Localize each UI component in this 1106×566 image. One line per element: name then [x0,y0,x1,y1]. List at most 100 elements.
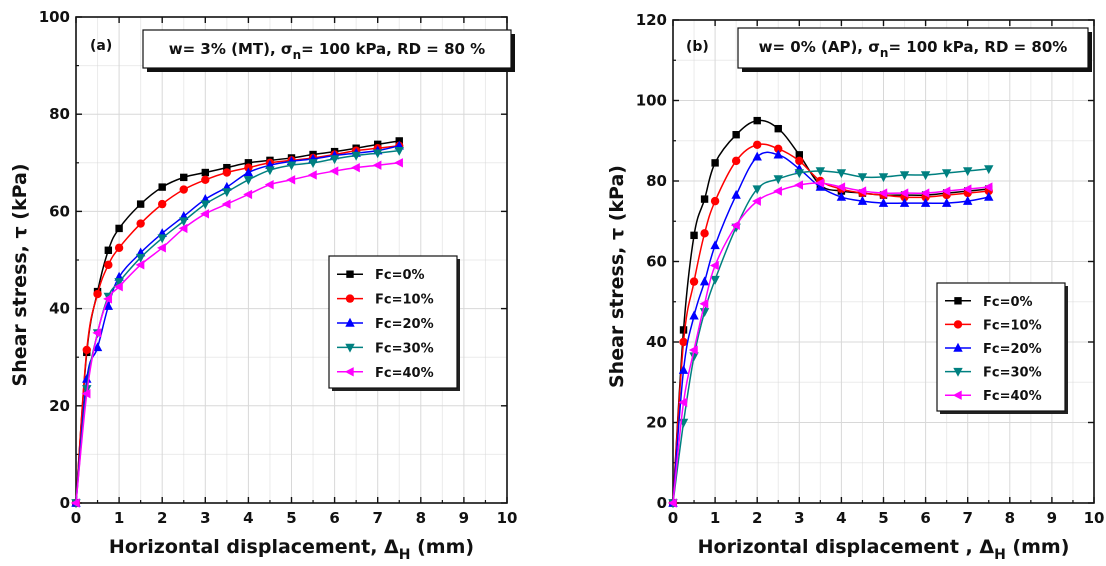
y-tick-label: 0 [60,494,70,512]
x-axis-label-sub: H [399,547,411,563]
x-tick-label: 8 [416,509,426,527]
y-tick-label: 80 [646,172,667,190]
x-tick-label: 0 [668,509,678,527]
condition-suffix: = 100 kPa, RD = 80% [888,38,1067,56]
x-tick-label: 3 [200,509,210,527]
legend-marker [952,390,962,400]
data-point [135,260,145,270]
data-point [857,186,867,196]
data-point [878,173,889,183]
x-axis-label: Horizontal displacement , ΔH (mm) [698,536,1070,563]
data-point [795,156,804,166]
condition-sub: n [880,46,889,60]
data-point [731,156,741,166]
data-point [114,243,124,253]
legend-label: Fc=20% [375,317,434,332]
legend-marker [345,317,355,327]
data-point [920,197,931,207]
data-point [679,326,688,334]
y-tick-label: 60 [49,202,70,220]
data-point [180,173,188,182]
data-point [700,195,709,203]
data-point [710,275,720,285]
data-point [244,159,253,167]
x-tick-label: 3 [794,509,804,527]
x-tick-label: 8 [1005,509,1015,527]
data-point [794,180,803,190]
data-point [135,253,146,263]
data-point [679,337,688,347]
legend-marker [954,297,962,305]
legend-marker [346,270,354,278]
data-point [857,195,868,205]
data-point [179,185,188,194]
x-tick-label: 9 [459,509,469,527]
data-point [373,149,383,159]
y-tick-label: 20 [646,414,667,432]
data-point [115,224,123,233]
series-Fc=40% [70,158,403,508]
panel-label: (a) [90,38,112,54]
y-tick-label: 60 [646,253,667,271]
data-point [878,197,889,207]
condition-prefix: w= 3% (MT), [169,40,281,58]
x-tick-label: 10 [497,509,518,527]
data-point [690,231,698,240]
legend-marker [344,367,354,377]
data-point [394,146,404,156]
data-point [795,151,803,159]
y-tick-label: 100 [636,92,667,110]
data-point [308,159,318,168]
x-tick-label: 4 [836,509,846,527]
legend-label: Fc=30% [375,341,434,356]
condition-box [142,29,512,69]
data-point [836,182,846,192]
data-point [243,189,253,200]
y-tick-label: 40 [646,333,667,351]
data-point [815,181,826,191]
data-point [678,364,689,374]
data-point [699,276,710,286]
data-point [201,175,210,185]
data-point [81,388,91,399]
legend-label: Fc=20% [983,342,1042,357]
data-point [878,188,888,198]
data-point [689,277,699,286]
data-point [730,220,740,230]
data-point [222,168,232,177]
x-tick-label: 6 [329,509,339,527]
data-point [93,289,102,299]
legend-label: Fc=30% [983,366,1042,381]
data-point [201,168,209,177]
y-tick-label: 80 [49,105,70,123]
x-tick-label: 7 [372,509,382,527]
data-point [394,158,403,168]
data-point [350,162,360,173]
data-point [774,124,782,133]
y-tick-label: 120 [636,11,667,29]
x-axis-label-main: Horizontal displacement, Δ [109,536,399,558]
data-point [689,352,699,362]
data-point [223,163,231,172]
data-point [773,149,783,159]
data-point [136,200,145,208]
data-point [794,169,804,179]
data-point [221,199,231,209]
data-point [699,299,709,309]
legend: Fc=0% Fc=10% Fc=20% Fc=30% Fc=40% [328,255,460,391]
data-point [92,328,102,338]
data-point [243,167,254,177]
data-point [329,155,340,165]
data-point [752,185,762,195]
data-point [114,278,124,288]
data-point [136,219,145,228]
data-point [264,179,274,190]
series-Fc=40% [667,178,993,508]
data-point [286,175,296,185]
data-point [984,191,994,201]
x-tick-label: 2 [752,509,762,527]
data-point [286,161,297,171]
data-point [815,178,825,188]
legend: Fc=0% Fc=10% Fc=20% Fc=30% Fc=40% [936,282,1068,414]
